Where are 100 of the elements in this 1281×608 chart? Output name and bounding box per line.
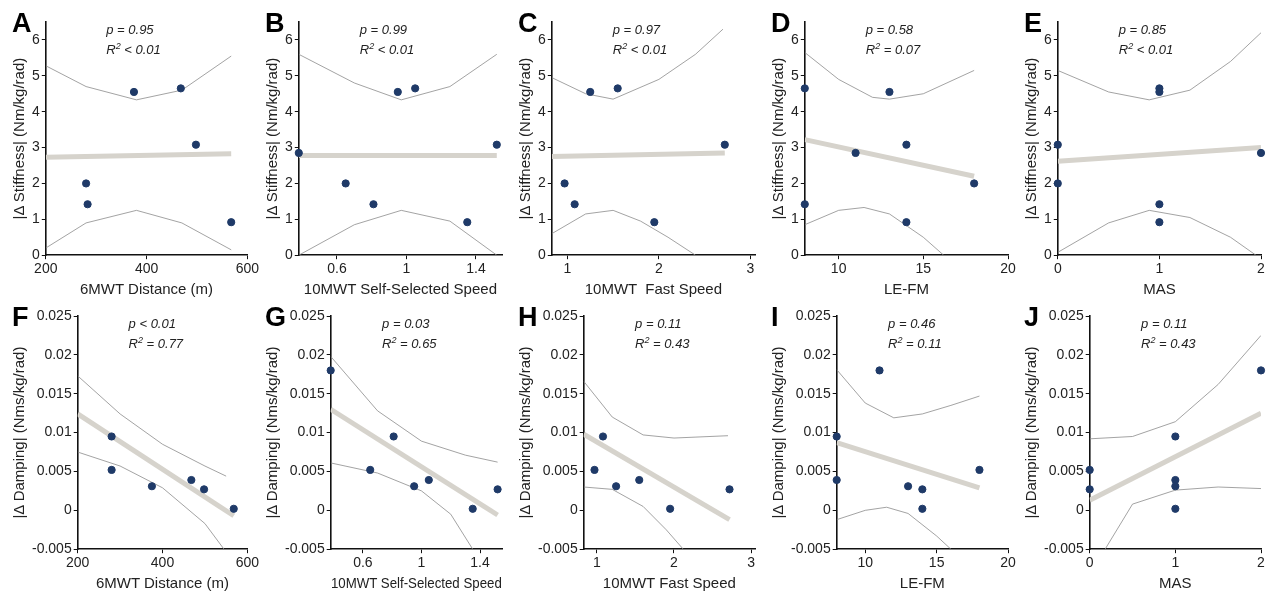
y-tick-label: 3	[537, 138, 546, 155]
y-tick-label: 0	[822, 501, 831, 518]
annotation: p = 0.03	[381, 316, 431, 331]
point	[666, 504, 675, 513]
point	[885, 87, 894, 97]
y-tick-label: 0	[31, 246, 40, 263]
point	[725, 485, 734, 494]
point	[393, 87, 402, 97]
chart-title: A	[12, 8, 32, 38]
point	[369, 200, 378, 209]
point	[1155, 218, 1164, 227]
x-tick-label: 2	[1257, 554, 1266, 571]
x-tick-label: 400	[134, 260, 159, 277]
x-tick-label: 1	[1155, 260, 1164, 277]
y-tick-label: 0	[1075, 501, 1084, 518]
x-tick-label: 1.4	[466, 260, 486, 277]
point	[851, 148, 860, 158]
y-tick-label: 0	[63, 501, 72, 518]
y-axis-title: |Δ Stiffness| (Nm/kg/rad)	[769, 57, 787, 220]
x-tick-label: 2	[670, 554, 679, 571]
x-tick-label: 600	[235, 554, 260, 571]
x-tick-label: 1	[417, 554, 426, 571]
y-tick-label: 0	[1043, 246, 1052, 263]
point	[598, 432, 608, 441]
x-axis-title: 6MWT Distance (m)	[80, 280, 214, 298]
point	[902, 140, 911, 149]
point	[1171, 504, 1180, 513]
y-tick-label: 3	[790, 138, 799, 155]
x-tick-label: 15	[915, 260, 932, 277]
point	[902, 218, 911, 227]
y-tick-label: 0.025	[542, 306, 578, 323]
chart-title: B	[265, 8, 285, 38]
point	[832, 475, 841, 485]
x-axis-title: MAS	[1143, 280, 1176, 298]
x-axis-title: 6MWT Distance (m)	[95, 574, 230, 592]
point	[176, 84, 185, 93]
chart-title: J	[1024, 302, 1040, 332]
point	[411, 84, 420, 93]
x-tick-label: 20	[1000, 554, 1016, 571]
x-tick-label: 15	[928, 554, 945, 571]
y-tick-label: -0.005	[790, 540, 831, 557]
point	[650, 218, 659, 227]
annotation: p = 0.11	[634, 316, 682, 331]
y-tick-label: -0.005	[537, 540, 578, 557]
point	[107, 465, 116, 475]
x-axis-title: LE-FM	[883, 280, 929, 298]
x-axis-title: 10MWT Fast Speed	[602, 574, 736, 592]
x-axis-title: LE-FM	[899, 574, 945, 592]
point	[83, 200, 92, 209]
y-tick-label: 4	[790, 102, 799, 119]
y-tick-label: 0	[284, 246, 293, 263]
x-tick-label: 20	[1000, 260, 1016, 277]
point	[635, 475, 644, 485]
y-axis-title: |Δ Damping| (Nms/kg/rad)	[1022, 346, 1040, 519]
point	[366, 465, 375, 475]
y-tick-label: 1	[790, 210, 799, 227]
y-axis-title: |Δ Damping| (Nms/kg/rad)	[769, 346, 787, 519]
y-tick-label: 6	[1043, 30, 1052, 47]
point	[294, 148, 303, 158]
y-tick-label: 0.025	[36, 306, 72, 323]
point	[1155, 200, 1164, 209]
y-tick-label: 0	[790, 246, 799, 263]
chart-title: F	[12, 302, 29, 332]
y-tick-label: -0.005	[284, 540, 325, 557]
point	[1171, 432, 1180, 441]
point	[970, 179, 979, 188]
y-tick-label: 0.015	[795, 384, 831, 401]
x-tick-label: 0.6	[353, 554, 373, 571]
point	[1085, 485, 1094, 494]
point	[832, 432, 841, 441]
point	[1085, 465, 1094, 475]
y-tick-label: 6	[31, 30, 40, 47]
point	[612, 482, 621, 491]
chart-title: I	[771, 302, 779, 332]
y-tick-label: 0.02	[44, 345, 72, 362]
y-axis-title: |Δ Damping| (Nms/kg/rad)	[10, 346, 28, 519]
y-tick-label: 0.005	[1048, 462, 1084, 479]
y-tick-label: -0.005	[31, 540, 72, 557]
x-axis-title: MAS	[1159, 574, 1192, 592]
point	[107, 432, 116, 441]
x-tick-label: 200	[66, 554, 90, 571]
x-tick-label: 3	[747, 554, 756, 571]
y-axis-title: |Δ Damping| (Nms/kg/rad)	[263, 346, 281, 519]
point	[560, 179, 569, 188]
y-tick-label: 0	[537, 246, 546, 263]
y-tick-label: 4	[537, 102, 546, 119]
point	[586, 87, 595, 97]
y-tick-label: 0.02	[550, 345, 578, 362]
point	[1171, 482, 1180, 491]
point	[147, 482, 157, 491]
y-tick-label: 0.015	[289, 384, 325, 401]
y-axis-title: |Δ Stiffness| (Nm/kg/rad)	[263, 57, 281, 220]
annotation: p = 0.97	[611, 22, 661, 37]
x-tick-label: 1	[592, 554, 601, 571]
y-tick-label: 3	[284, 138, 293, 155]
y-tick-label: 2	[1043, 174, 1052, 191]
y-tick-label: 0.015	[36, 384, 72, 401]
y-tick-label: 3	[31, 138, 40, 155]
annotation: p < 0.01	[127, 316, 176, 331]
point	[199, 485, 209, 494]
